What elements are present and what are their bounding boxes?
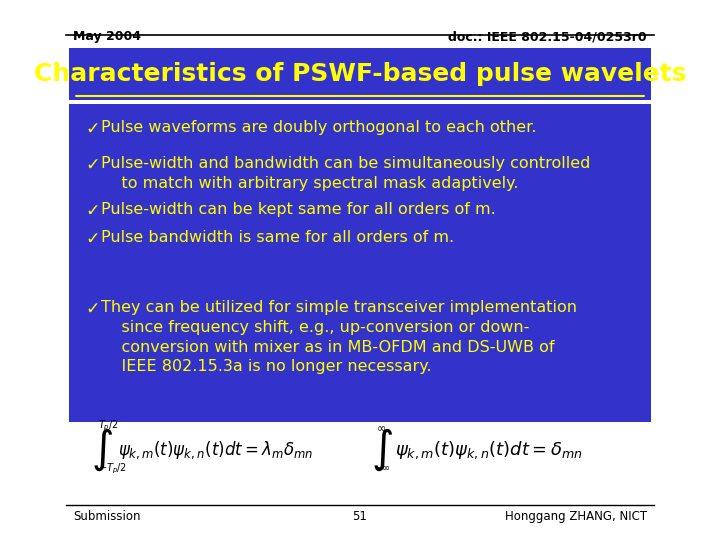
Text: Pulse bandwidth is same for all orders of m.: Pulse bandwidth is same for all orders o…	[101, 230, 454, 245]
Text: Characteristics of PSWF-based pulse wavelets: Characteristics of PSWF-based pulse wave…	[34, 62, 686, 86]
Text: ✓: ✓	[86, 230, 100, 248]
Text: $-\infty$: $-\infty$	[373, 462, 390, 472]
Text: ✓: ✓	[86, 202, 100, 220]
Text: Pulse-width can be kept same for all orders of m.: Pulse-width can be kept same for all ord…	[101, 202, 496, 217]
Text: $\psi_{k,m}(t)\psi_{k,n}(t)dt = \lambda_m\delta_{mn}$: $\psi_{k,m}(t)\psi_{k,n}(t)dt = \lambda_…	[119, 439, 314, 461]
Text: 51: 51	[353, 510, 367, 523]
Text: doc.: IEEE 802.15-04/0253r0: doc.: IEEE 802.15-04/0253r0	[448, 30, 647, 43]
Text: $\int$: $\int$	[91, 427, 113, 473]
Text: ✓: ✓	[86, 300, 100, 318]
Text: $T_p/2$: $T_p/2$	[98, 418, 118, 433]
Text: They can be utilized for simple transceiver implementation
    since frequency s: They can be utilized for simple transcei…	[101, 300, 577, 374]
Text: ✓: ✓	[86, 120, 100, 138]
Text: ✓: ✓	[86, 156, 100, 174]
Text: $\psi_{k,m}(t)\psi_{k,n}(t)dt = \delta_{mn}$: $\psi_{k,m}(t)\psi_{k,n}(t)dt = \delta_{…	[395, 439, 582, 461]
Text: Honggang ZHANG, NICT: Honggang ZHANG, NICT	[505, 510, 647, 523]
Text: May 2004: May 2004	[73, 30, 141, 43]
FancyBboxPatch shape	[69, 48, 651, 100]
Text: $-T_p/2$: $-T_p/2$	[98, 462, 127, 476]
FancyBboxPatch shape	[69, 104, 651, 422]
Text: Pulse-width and bandwidth can be simultaneously controlled
    to match with arb: Pulse-width and bandwidth can be simulta…	[101, 156, 590, 191]
Text: $\infty$: $\infty$	[376, 423, 386, 433]
Text: Submission: Submission	[73, 510, 141, 523]
Text: Pulse waveforms are doubly orthogonal to each other.: Pulse waveforms are doubly orthogonal to…	[101, 120, 536, 135]
Text: $\int$: $\int$	[372, 427, 393, 473]
